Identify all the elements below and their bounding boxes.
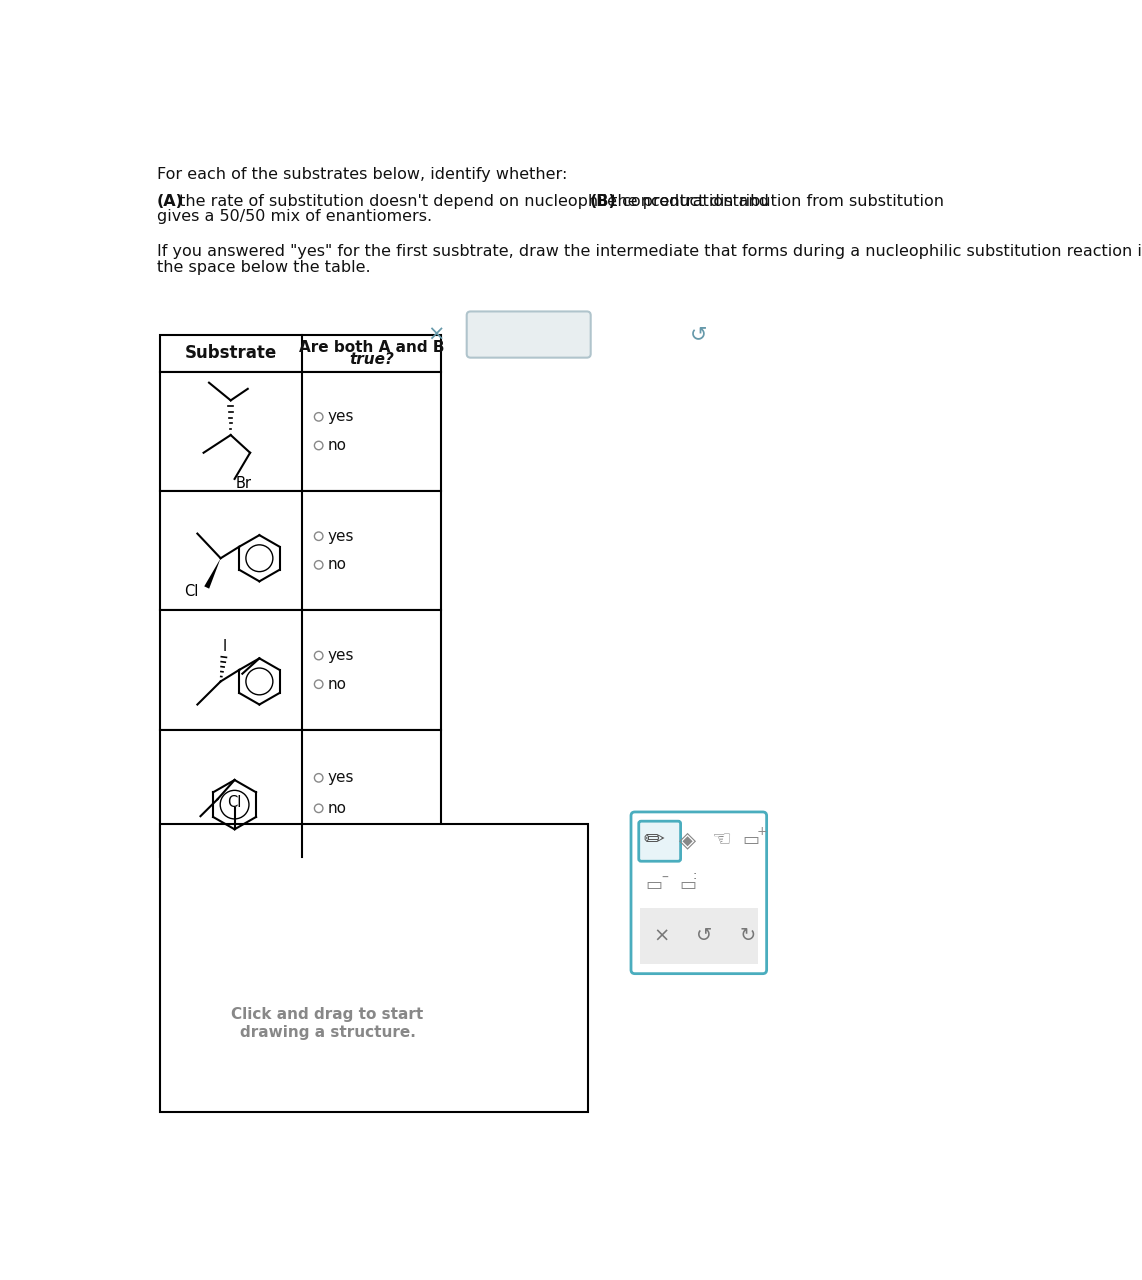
Circle shape bbox=[314, 804, 323, 813]
Text: no: no bbox=[328, 557, 347, 572]
Text: ▭: ▭ bbox=[742, 832, 759, 850]
Text: (B): (B) bbox=[589, 193, 616, 209]
Text: ☜: ☜ bbox=[711, 831, 731, 850]
Text: ↻: ↻ bbox=[739, 927, 756, 946]
Text: ▭: ▭ bbox=[679, 876, 697, 895]
Text: no: no bbox=[328, 438, 347, 453]
FancyBboxPatch shape bbox=[638, 822, 681, 861]
Text: gives a 50/50 mix of enantiomers.: gives a 50/50 mix of enantiomers. bbox=[156, 209, 432, 224]
Circle shape bbox=[314, 532, 323, 540]
Text: the product distribution from substitution: the product distribution from substituti… bbox=[606, 193, 944, 209]
Text: For each of the substrates below, identify whether:: For each of the substrates below, identi… bbox=[156, 168, 568, 183]
Bar bbox=[160, 611, 441, 730]
Text: yes: yes bbox=[328, 648, 354, 663]
Circle shape bbox=[314, 680, 323, 689]
Text: ◈: ◈ bbox=[679, 831, 697, 850]
Bar bbox=[160, 490, 441, 611]
Text: Click and drag to start: Click and drag to start bbox=[232, 1006, 424, 1021]
Bar bbox=[640, 909, 758, 964]
Bar bbox=[160, 823, 588, 1112]
Text: If you answered "yes" for the first susbtrate, draw the intermediate that forms : If you answered "yes" for the first susb… bbox=[156, 244, 1142, 260]
Text: drawing a structure.: drawing a structure. bbox=[240, 1025, 416, 1041]
Text: –: – bbox=[661, 870, 668, 884]
Text: no: no bbox=[328, 801, 347, 815]
Text: no: no bbox=[328, 677, 347, 691]
Circle shape bbox=[314, 561, 323, 570]
Text: true?: true? bbox=[349, 352, 394, 367]
Circle shape bbox=[314, 412, 323, 421]
Text: ▭: ▭ bbox=[645, 876, 662, 895]
Text: ×: × bbox=[654, 927, 670, 946]
Text: +: + bbox=[757, 824, 767, 837]
Circle shape bbox=[314, 652, 323, 659]
Text: Are both A and B: Are both A and B bbox=[298, 340, 444, 356]
Text: the space below the table.: the space below the table. bbox=[156, 260, 370, 275]
Text: yes: yes bbox=[328, 771, 354, 786]
Text: ↺: ↺ bbox=[690, 325, 707, 344]
Text: Cl: Cl bbox=[185, 584, 199, 599]
Text: ×: × bbox=[427, 325, 445, 344]
Circle shape bbox=[314, 773, 323, 782]
Text: Cl: Cl bbox=[227, 795, 242, 810]
Text: the rate of substitution doesn't depend on nucleophile concentration and: the rate of substitution doesn't depend … bbox=[174, 193, 774, 209]
Text: yes: yes bbox=[328, 529, 354, 544]
Text: :: : bbox=[692, 869, 697, 882]
Bar bbox=[160, 730, 441, 856]
Text: ↺: ↺ bbox=[697, 927, 713, 946]
Text: (A): (A) bbox=[156, 193, 184, 209]
Text: I: I bbox=[223, 639, 226, 654]
Polygon shape bbox=[204, 558, 220, 589]
FancyBboxPatch shape bbox=[467, 311, 590, 357]
Text: yes: yes bbox=[328, 410, 354, 425]
Text: Substrate: Substrate bbox=[185, 344, 276, 362]
FancyBboxPatch shape bbox=[632, 812, 766, 974]
Text: ✏: ✏ bbox=[644, 828, 665, 852]
Text: Br: Br bbox=[236, 476, 252, 492]
Circle shape bbox=[314, 442, 323, 449]
Bar bbox=[160, 334, 441, 371]
Bar bbox=[160, 371, 441, 490]
